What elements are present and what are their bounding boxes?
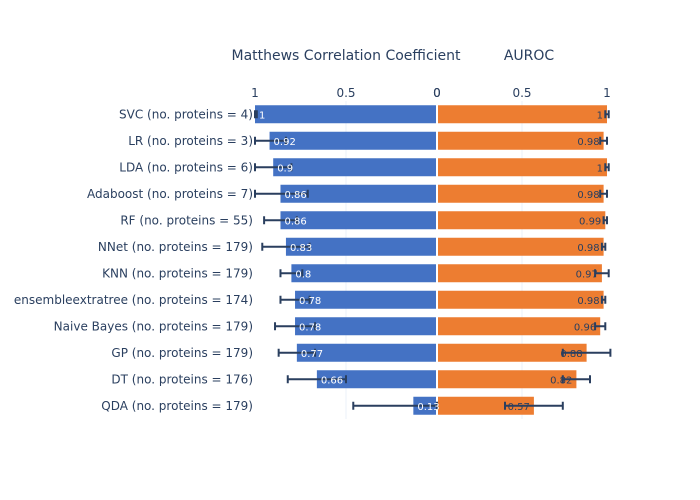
auroc-data-label: 0.98 <box>577 296 599 307</box>
mcc-bar <box>280 211 437 230</box>
mcc-bar <box>291 264 437 283</box>
x-tick-label: 0.5 <box>512 86 531 100</box>
auroc-bar <box>437 264 602 283</box>
auroc-data-label: 1 <box>597 110 603 121</box>
y-tick-label: GP (no. proteins = 179) <box>111 346 253 360</box>
auroc-data-label: 0.96 <box>574 322 596 333</box>
auroc-data-label: 0.88 <box>560 349 582 360</box>
left-x-ticks: 1 0.5 0 <box>251 86 441 100</box>
auroc-bar <box>437 184 604 203</box>
auroc-bar <box>437 237 604 256</box>
mcc-bar <box>255 105 437 124</box>
mcc-data-label: 0.66 <box>321 375 343 386</box>
bars <box>255 101 607 419</box>
mcc-bar <box>295 290 437 309</box>
error-bars <box>254 110 612 410</box>
mcc-data-label: 0.78 <box>299 322 321 333</box>
mcc-data-label: 0.77 <box>301 349 323 360</box>
mcc-data-label: 0.83 <box>290 243 312 254</box>
y-tick-label: NNet (no. proteins = 179) <box>98 240 253 254</box>
auroc-data-label: 0.98 <box>577 190 599 201</box>
y-tick-label: Adaboost (no. proteins = 7) <box>87 187 253 201</box>
grid-lines <box>345 101 523 419</box>
right-chart-title: AUROC <box>504 48 555 64</box>
auroc-bar <box>437 317 601 336</box>
data-labels: 1 1 0.92 0.98 0.9 1 0.86 0.98 0.86 0.99 0.83 0.98 0.… <box>259 110 603 413</box>
auroc-bar <box>437 105 607 124</box>
mcc-data-label: 0.92 <box>274 137 296 148</box>
y-tick-label: DT (no. proteins = 176) <box>111 372 253 386</box>
mcc-data-label: 0.8 <box>295 269 311 280</box>
auroc-data-label: 0.82 <box>550 375 572 386</box>
y-tick-label: KNN (no. proteins = 179) <box>102 266 253 280</box>
mcc-bar <box>295 317 437 336</box>
mcc-bar <box>296 343 437 362</box>
mcc-bar <box>273 158 437 177</box>
y-tick-labels: SVC (no. proteins = 4) LR (no. proteins =… <box>14 107 253 413</box>
x-tick-label: 0 <box>433 86 441 100</box>
right-x-ticks: 0 0.5 1 <box>433 86 611 100</box>
left-chart-title: Matthews Correlation Coefficient <box>231 48 461 64</box>
y-tick-label: LR (no. proteins = 3) <box>128 134 253 148</box>
auroc-bar <box>437 211 606 230</box>
auroc-bar <box>437 158 607 177</box>
auroc-data-label: 0.98 <box>577 243 599 254</box>
y-tick-label: SVC (no. proteins = 4) <box>119 107 253 121</box>
auroc-bar <box>437 290 604 309</box>
auroc-data-label: 1 <box>597 163 603 174</box>
mcc-data-label: 0.13 <box>417 402 439 413</box>
auroc-data-label: 0.99 <box>579 216 601 227</box>
mcc-bar <box>316 370 437 389</box>
mcc-data-label: 0.78 <box>299 296 321 307</box>
y-tick-label: QDA (no. proteins = 179) <box>101 399 253 413</box>
y-tick-label: LDA (no. proteins = 6) <box>119 160 253 174</box>
x-tick-label: 1 <box>603 86 611 100</box>
mcc-data-label: 1 <box>259 110 265 121</box>
y-tick-label: Naive Bayes (no. proteins = 179) <box>54 319 253 333</box>
auroc-bar <box>437 396 534 415</box>
mcc-data-label: 0.86 <box>284 216 306 227</box>
mcc-bar <box>285 237 437 256</box>
x-tick-label: 0 <box>433 86 441 100</box>
y-tick-label: RF (no. proteins = 55) <box>120 213 253 227</box>
x-tick-label: 1 <box>251 86 259 100</box>
auroc-bar <box>437 370 577 389</box>
mcc-bar <box>280 184 437 203</box>
auroc-data-label: 0.97 <box>576 269 598 280</box>
auroc-data-label: 0.98 <box>577 137 599 148</box>
auroc-bar <box>437 131 604 150</box>
auroc-data-label: 0.57 <box>508 402 530 413</box>
mcc-data-label: 0.9 <box>277 163 293 174</box>
mcc-bar <box>269 131 437 150</box>
auroc-bar <box>437 343 587 362</box>
mcc-data-label: 0.86 <box>284 190 306 201</box>
y-tick-label: ensembleextratree (no. proteins = 174) <box>14 293 253 307</box>
x-tick-label: 0.5 <box>336 86 355 100</box>
